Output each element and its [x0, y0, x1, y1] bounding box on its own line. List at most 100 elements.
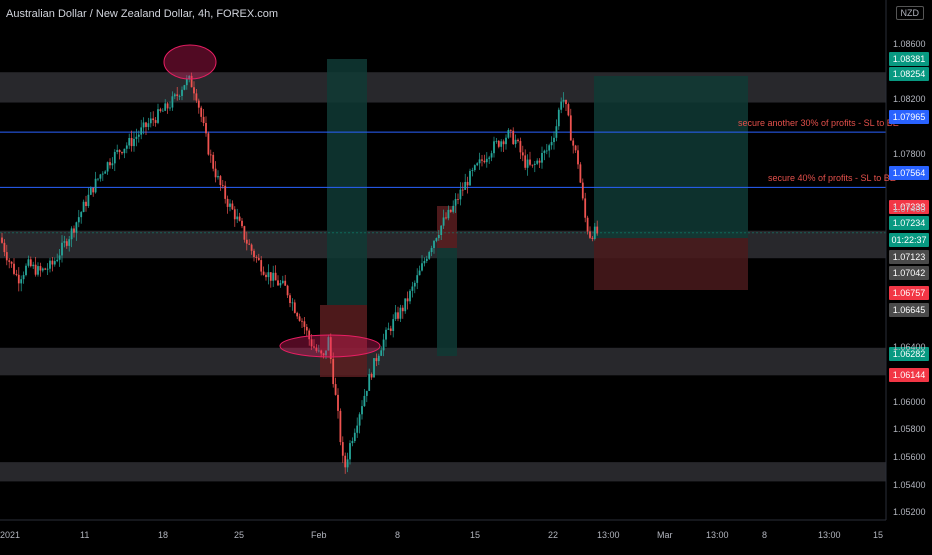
candle-body-49: [118, 149, 121, 153]
candle-body-74: [178, 95, 181, 97]
y-tick-label: 1.05200: [893, 507, 926, 518]
candle-body-205: [493, 141, 495, 154]
candle-body-161: [387, 328, 390, 330]
candle-body-3: [8, 260, 11, 262]
candle-body-80: [193, 87, 195, 94]
candle-body-94: [226, 198, 229, 207]
candle-body-122: [293, 302, 296, 313]
candle-body-97: [233, 209, 236, 220]
candle-body-117: [281, 280, 284, 284]
candle-body-243: [584, 198, 587, 218]
candle-body-83: [200, 107, 203, 117]
candle-body-41: [99, 174, 102, 179]
candle-body-147: [353, 432, 356, 442]
candle-body-63: [152, 118, 155, 121]
candle-body-145: [349, 443, 351, 460]
candle-body-150: [361, 406, 363, 415]
candle-body-148: [356, 425, 359, 433]
candle-body-79: [190, 75, 193, 88]
y-tick-label: 1.05600: [893, 452, 926, 462]
price-tag: 1.07234: [889, 216, 929, 230]
candle-body-146: [351, 441, 354, 444]
candle-body-235: [565, 99, 567, 105]
candle-body-2: [5, 252, 8, 261]
candle-body-46: [111, 163, 114, 166]
candle-body-7: [17, 274, 20, 284]
candle-body-64: [154, 120, 157, 123]
candle-body-62: [149, 118, 152, 124]
y-tick-label: 1.05800: [893, 424, 926, 435]
candle-body-228: [548, 145, 551, 151]
candle-body-209: [502, 141, 505, 145]
x-tick-label: 8: [762, 530, 768, 540]
candle-body-69: [166, 103, 169, 109]
candle-body-109: [262, 271, 265, 275]
candle-body-191: [459, 189, 462, 200]
candle-body-119: [286, 285, 289, 296]
candle-body-239: [574, 145, 577, 151]
candle-body-21: [51, 260, 54, 265]
candle-body-171: [411, 286, 414, 291]
candle-body-44: [106, 162, 109, 172]
candle-body-223: [536, 160, 539, 164]
candle-body-116: [279, 283, 282, 286]
candle-body-123: [296, 312, 299, 317]
candle-body-134: [322, 353, 325, 356]
currency-badge[interactable]: NZD: [895, 6, 924, 20]
candle-body-182: [437, 235, 440, 239]
candle-body-216: [519, 141, 522, 153]
candle-body-26: [63, 241, 66, 243]
candle-body-81: [195, 93, 198, 101]
candle-body-95: [229, 203, 231, 207]
price-tag: 1.06645: [889, 303, 929, 317]
candle-body-212: [509, 129, 512, 131]
candle-body-72: [173, 94, 176, 97]
candle-body-88: [212, 154, 215, 169]
candle-body-197: [473, 165, 476, 171]
zone-3: [0, 462, 886, 482]
candle-body-53: [128, 138, 131, 146]
candle-body-121: [291, 302, 294, 304]
x-tick-label: 22: [548, 530, 559, 540]
candle-body-45: [109, 162, 111, 166]
candle-body-178: [428, 252, 431, 259]
candle-body-232: [557, 109, 560, 127]
candle-body-47: [113, 151, 116, 164]
candle-body-162: [389, 328, 392, 332]
candle-body-202: [485, 158, 488, 163]
candle-body-4: [10, 261, 13, 264]
x-tick-label: 15: [873, 530, 884, 540]
candle-body-132: [317, 350, 320, 352]
candle-body-17: [41, 268, 44, 271]
candle-body-164: [394, 312, 397, 320]
candle-body-185: [445, 217, 447, 219]
candle-body-113: [272, 272, 275, 281]
candle-body-78: [188, 75, 191, 79]
candle-body-112: [269, 272, 272, 281]
candle-body-76: [183, 85, 186, 90]
candle-body-18: [44, 268, 47, 270]
candle-body-184: [442, 217, 445, 226]
candle-body-32: [77, 217, 80, 223]
candle-body-87: [209, 154, 212, 156]
x-tick-label: 18: [158, 530, 169, 540]
candle-body-50: [121, 152, 123, 154]
long-position-target: [594, 76, 748, 238]
candle-body-138: [332, 358, 335, 385]
candle-body-183: [440, 225, 443, 236]
candle-body-10: [25, 265, 27, 276]
candle-body-57: [137, 134, 140, 137]
candle-body-229: [550, 142, 553, 146]
y-tick-label: 1.07800: [893, 148, 926, 159]
candle-body-176: [423, 261, 426, 264]
candle-body-240: [577, 150, 579, 165]
candle-body-13: [32, 264, 35, 267]
candle-body-6: [15, 273, 18, 275]
price-tag: 1.07338: [889, 200, 929, 214]
candle-body-42: [101, 173, 104, 175]
candle-body-180: [433, 240, 435, 249]
candle-body-28: [68, 239, 71, 246]
candle-body-84: [202, 116, 205, 123]
